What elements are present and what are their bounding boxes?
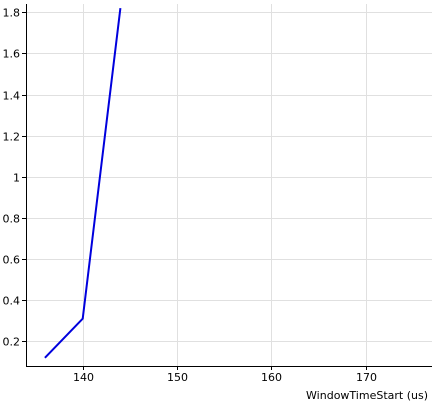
y-tick-label: 1.4 xyxy=(3,90,21,103)
y-tick-label: 0.6 xyxy=(3,254,21,267)
y-tick-label: 1.6 xyxy=(3,48,21,61)
x-axis-title: WindowTimeStart (us) xyxy=(306,389,428,402)
series-line xyxy=(45,8,121,358)
x-tick-label: 140 xyxy=(73,371,94,384)
series-group xyxy=(45,8,121,358)
grid-lines xyxy=(26,4,432,366)
y-tick-label: 0.8 xyxy=(3,213,21,226)
y-tick-label: 1.8 xyxy=(3,7,21,20)
y-tick-label: 0.2 xyxy=(3,336,21,349)
y-tick-label: 1 xyxy=(13,172,20,185)
x-axis-ticks: 140 150 160 170 xyxy=(73,366,377,384)
x-tick-label: 170 xyxy=(356,371,377,384)
x-tick-label: 150 xyxy=(167,371,188,384)
y-tick-label: 1.2 xyxy=(3,131,21,144)
x-tick-label: 160 xyxy=(261,371,282,384)
y-tick-label: 0.4 xyxy=(3,295,21,308)
y-axis-ticks: 0.2 0.4 0.6 0.8 1 1.2 1.4 1.6 1.8 xyxy=(3,7,27,349)
axes xyxy=(26,4,432,367)
